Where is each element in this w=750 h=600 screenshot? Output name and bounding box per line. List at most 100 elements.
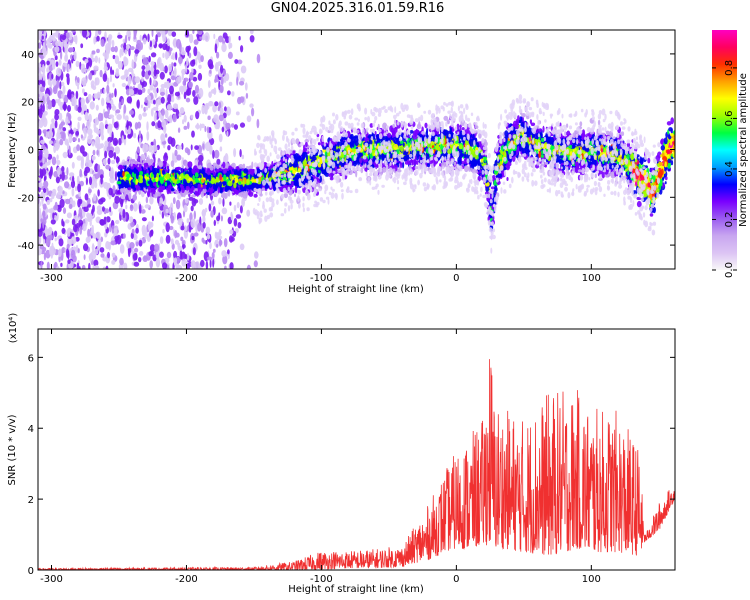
spectrogram-cell xyxy=(128,88,135,96)
spectrogram-cell xyxy=(147,100,151,109)
spectrogram-cell xyxy=(54,113,59,121)
spectrogram-cell xyxy=(104,52,109,60)
spectrogram-cell xyxy=(182,80,186,86)
spectrogram-cell xyxy=(77,183,82,193)
spectrogram-cell xyxy=(64,138,69,145)
spectrogram-cell xyxy=(149,196,154,205)
spectrogram-cell xyxy=(240,45,244,53)
spectrogram-cell xyxy=(96,35,100,42)
spectrogram-cell xyxy=(81,156,84,166)
spectrogram-cell xyxy=(79,198,83,205)
spectrogram-cell xyxy=(142,143,148,154)
spectrogram-cell xyxy=(183,204,188,213)
spectrogram-cell xyxy=(102,266,107,269)
spectrogram-cell xyxy=(133,233,138,241)
spectrogram-cell xyxy=(68,113,72,122)
spectrogram-cell xyxy=(214,78,217,83)
spectrogram-cell xyxy=(195,124,201,129)
spectrogram-cell xyxy=(139,251,144,256)
spectrogram-cell xyxy=(670,160,674,166)
spectrogram-cell xyxy=(626,142,631,148)
spectrogram-cell xyxy=(208,137,215,146)
spectrogram-cell xyxy=(66,212,72,219)
spectrogram-cell xyxy=(209,69,212,74)
spectrogram-cell xyxy=(207,79,211,89)
spectrogram-cell xyxy=(174,91,180,97)
spectrogram-cell xyxy=(123,104,127,114)
spectrogram-cell xyxy=(55,61,59,67)
spectrogram-cell xyxy=(253,193,258,198)
spectrogram-cell xyxy=(402,161,405,169)
spectrogram-cell xyxy=(61,218,64,227)
spectrogram-cell xyxy=(41,95,45,105)
spectrogram-cell xyxy=(200,55,204,63)
spectrogram-cell xyxy=(169,205,172,216)
spectrogram-cell xyxy=(114,140,118,146)
spectrogram-cell xyxy=(134,122,139,130)
spectrogram-cell xyxy=(173,250,178,259)
spectrogram-cell xyxy=(94,77,100,86)
spectrogram-cell xyxy=(167,116,173,122)
spectrogram-cell xyxy=(186,252,190,261)
spectrogram-cell xyxy=(174,230,178,239)
spectrogram-cell xyxy=(149,244,156,252)
spectrogram-cell xyxy=(176,145,182,150)
spectrogram-cell xyxy=(103,66,109,71)
spectrogram-cell xyxy=(165,88,168,99)
spectrogram-cell xyxy=(91,243,95,253)
spectrogram-cell xyxy=(131,228,135,234)
spectrogram-cell xyxy=(66,92,72,99)
spectrogram-cell xyxy=(198,64,202,70)
spectrogram-cell xyxy=(51,156,57,166)
spectrogram-cell xyxy=(111,39,115,48)
spectrogram-cell xyxy=(251,161,254,169)
spectrogram-cell xyxy=(94,55,99,63)
spectrogram-cell xyxy=(170,75,177,81)
spectrogram-cell xyxy=(79,145,85,154)
spectrogram-cell xyxy=(170,238,174,245)
spectrogram-cell xyxy=(175,76,181,84)
spectrogram-cell xyxy=(202,222,206,229)
spectrogram-cell xyxy=(103,111,109,119)
spectrogram-cell xyxy=(89,101,95,110)
spectrogram-cell xyxy=(241,154,245,160)
spectrogram-cell xyxy=(173,67,177,77)
spectrogram-cell xyxy=(183,125,188,130)
spectrogram-cell xyxy=(201,210,206,217)
spectrogram-cell xyxy=(124,115,129,122)
spectrogram-cell xyxy=(82,223,87,232)
spectrogram-cell xyxy=(59,81,62,90)
spectrogram-cell xyxy=(184,254,188,259)
spectrogram-cell xyxy=(118,101,122,110)
spectrogram-cell xyxy=(190,218,196,229)
spectrogram-cell xyxy=(114,227,118,236)
spectrogram-cell xyxy=(131,68,134,76)
spectrogram-cell xyxy=(40,260,43,269)
spectrogram-cell xyxy=(83,243,89,252)
spectrogram-cell xyxy=(74,34,78,45)
spectrogram-cell xyxy=(218,229,222,236)
spectrogram-cell xyxy=(43,233,46,240)
spectrogram-cell xyxy=(62,207,67,214)
spectrogram-cell xyxy=(174,149,178,157)
spectrogram-cell xyxy=(161,119,167,128)
spectrogram-cell xyxy=(78,100,82,111)
spectrogram-cell xyxy=(130,232,134,240)
spectrogram-cell xyxy=(212,258,215,268)
spectrogram-cell xyxy=(42,153,45,164)
spectrogram-cell xyxy=(135,153,138,160)
spectrogram-cell xyxy=(180,87,184,95)
spectrogram-cell xyxy=(204,207,208,213)
spectrogram-cell xyxy=(67,259,71,265)
spectrogram-cell xyxy=(124,49,128,55)
spectrogram-cell xyxy=(206,256,213,261)
spectrogram-cell xyxy=(464,153,467,159)
spectrogram-cell xyxy=(239,81,245,86)
spectrogram-cell xyxy=(228,81,233,86)
spectrogram-cell xyxy=(206,233,211,240)
spectrogram-cell xyxy=(271,160,274,168)
spectrogram-cell xyxy=(62,85,66,95)
spectrogram-cell xyxy=(85,158,90,169)
spectrogram-cell xyxy=(159,209,162,215)
